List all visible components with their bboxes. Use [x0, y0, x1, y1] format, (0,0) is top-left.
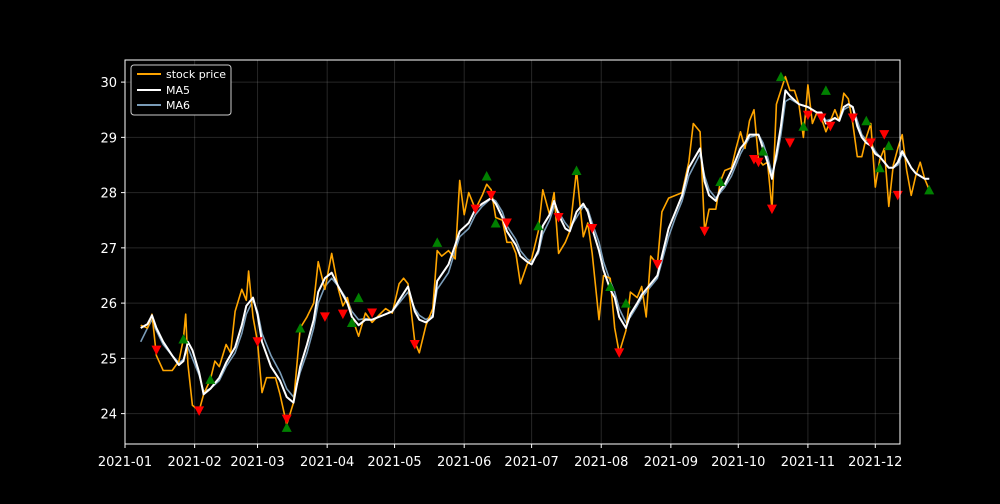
buy-signal-marker — [346, 317, 357, 327]
y-tick-label: 28 — [100, 187, 117, 202]
sell-signal-marker — [470, 204, 481, 215]
x-tick-label: 2021-10 — [711, 455, 765, 470]
x-tick-label: 2021-11 — [781, 455, 835, 470]
buy-signal-marker — [820, 85, 831, 95]
x-axis-ticks: 2021-01 2021-02 2021-03 2021-04 2021-05 2021-… — [98, 444, 902, 470]
sell-signal-marker — [825, 121, 836, 132]
sell-signal-marker — [553, 212, 564, 223]
sell-signal-marker — [501, 218, 512, 228]
series-line-stock-price — [140, 75, 930, 426]
series-line-ma5 — [140, 89, 930, 404]
buy-signal-marker — [432, 237, 443, 247]
buy-signal-marker — [533, 220, 544, 231]
sell-signal-marker — [281, 414, 292, 425]
sell-signal-marker — [784, 138, 795, 148]
y-tick-label: 24 — [100, 408, 117, 423]
x-tick-label: 2021-01 — [98, 455, 152, 470]
buy-signal-marker — [861, 115, 872, 126]
sell-signal-marker — [879, 130, 890, 140]
x-tick-label: 2021-08 — [574, 455, 628, 470]
sell-signal-marker — [194, 406, 205, 416]
buy-signal-marker — [481, 171, 492, 181]
signal-markers — [151, 71, 935, 432]
buy-signal-marker — [353, 292, 364, 303]
buy-signal-marker — [178, 334, 189, 344]
legend-label-stock-price: stock price — [166, 68, 226, 81]
buy-signal-marker — [281, 422, 292, 432]
y-tick-label: 27 — [100, 242, 117, 257]
plot-frame — [124, 59, 901, 445]
y-tick-label: 26 — [100, 297, 117, 312]
y-tick-label: 29 — [100, 131, 117, 146]
x-tick-label: 2021-03 — [230, 455, 284, 470]
sell-signal-marker — [614, 348, 625, 358]
x-tick-label: 2021-07 — [504, 455, 558, 470]
sell-signal-marker — [367, 308, 378, 319]
sell-signal-marker — [151, 345, 162, 356]
y-axis-ticks: 24 25 26 27 28 29 30 — [100, 76, 125, 423]
sell-signal-marker — [865, 138, 876, 148]
sell-signal-marker — [319, 312, 330, 322]
sell-signal-marker — [337, 309, 348, 320]
buy-signal-marker — [490, 217, 501, 228]
sell-signal-marker — [652, 259, 663, 270]
x-tick-label: 2021-05 — [367, 455, 421, 470]
buy-signal-marker — [571, 165, 582, 176]
sell-signal-marker — [748, 154, 759, 165]
sell-signal-marker — [753, 157, 764, 168]
legend: stock price MA5 MA6 — [130, 64, 232, 116]
legend-box — [130, 64, 232, 116]
sell-signal-marker — [816, 113, 827, 124]
sell-signal-marker — [409, 340, 420, 350]
sell-signal-marker — [802, 110, 813, 121]
buy-signal-marker — [605, 281, 616, 292]
sell-signal-marker — [252, 337, 263, 347]
buy-signal-marker — [924, 184, 935, 195]
buy-signal-marker — [775, 71, 786, 82]
sell-signal-marker — [587, 224, 598, 234]
buy-signal-marker — [205, 374, 216, 384]
x-tick-label: 2021-04 — [300, 455, 354, 470]
buy-signal-marker — [757, 146, 768, 156]
sell-signal-marker — [847, 113, 858, 124]
grid-lines — [124, 60, 900, 444]
y-tick-label: 30 — [100, 76, 117, 91]
x-tick-label: 2021-06 — [437, 455, 491, 470]
x-tick-label: 2021-09 — [644, 455, 698, 470]
buy-signal-marker — [883, 140, 894, 151]
series-lines — [139, 75, 930, 426]
x-tick-label: 2021-02 — [167, 455, 221, 470]
x-tick-label: 2021-12 — [848, 455, 902, 470]
legend-label-ma5: MA5 — [166, 84, 190, 97]
y-tick-label: 25 — [100, 352, 117, 367]
sell-signal-marker — [699, 226, 710, 237]
buy-signal-marker — [798, 121, 809, 131]
buy-signal-marker — [874, 162, 885, 173]
buy-signal-marker — [295, 322, 306, 333]
buy-signal-marker — [715, 176, 726, 187]
legend-label-ma6: MA6 — [166, 99, 190, 112]
sell-signal-marker — [486, 190, 497, 201]
buy-signal-marker — [620, 298, 631, 308]
sell-signal-marker — [766, 204, 777, 215]
